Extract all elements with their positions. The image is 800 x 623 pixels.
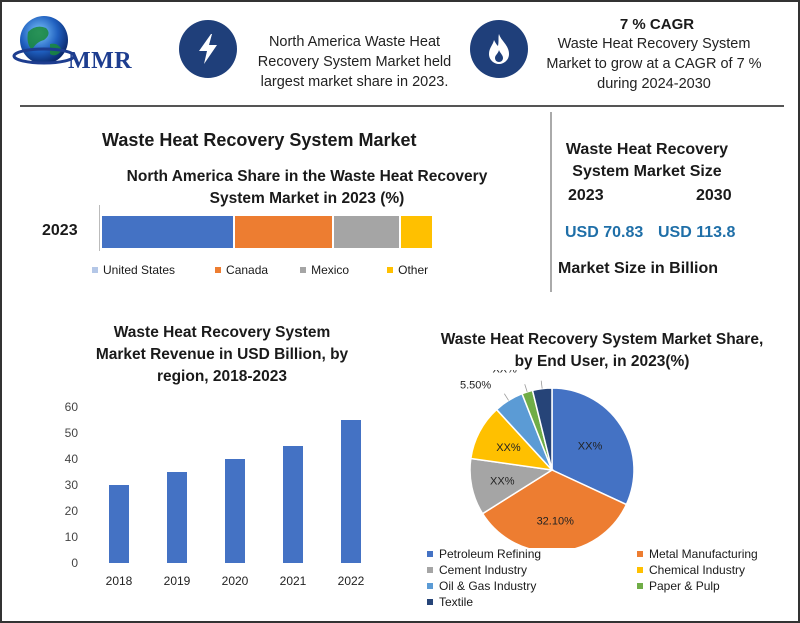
legend-swatch (92, 267, 98, 273)
pie-legend-item-textile: Textile (427, 595, 473, 609)
legend-swatch (637, 583, 643, 589)
market-size-year-2023: 2023 (568, 187, 604, 204)
legend-label: Other (398, 263, 429, 277)
share-legend: United States Canada Mexico Other (92, 263, 492, 277)
pie-label-cement-industry: XX% (490, 476, 515, 488)
x-tick-label: 2020 (222, 574, 249, 588)
legend-swatch (427, 583, 433, 589)
legend-label: Paper & Pulp (649, 579, 720, 593)
share-year-label: 2023 (42, 222, 78, 239)
y-tick-label: 50 (65, 426, 79, 440)
revenue-bar-2022 (341, 420, 361, 563)
market-size-year-2030: 2030 (696, 187, 732, 204)
y-tick-label: 10 (65, 530, 79, 544)
y-tick-label: 60 (65, 400, 79, 414)
revenue-bar-chart: 0 10 20 30 40 50 60 2018 2019 2020 2021 2022 (65, 400, 365, 588)
legend-label: Petroleum Refining (439, 547, 542, 561)
market-size-unit: Market Size in Billion (558, 260, 719, 277)
market-size-title: Waste Heat Recovery System Market Size (565, 141, 729, 180)
pie-slice-metal-manufacturing (481, 469, 628, 548)
globe-icon (12, 16, 76, 65)
y-tick-label: 0 (71, 556, 78, 570)
legend-swatch (637, 567, 643, 573)
pie-label-chemical-industry: XX% (496, 442, 521, 454)
x-tick-label: 2022 (338, 574, 365, 588)
pie-leader-line (503, 393, 509, 401)
revenue-bar-2021 (283, 446, 303, 563)
lightning-icon (179, 20, 237, 78)
pie-legend-item-cement-industry: Cement Industry (427, 563, 527, 577)
legend-swatch (300, 267, 307, 273)
legend-swatch (427, 551, 433, 557)
pie-legend-item-metal-manufacturing: Metal Manufacturing (637, 547, 758, 561)
x-tick-label: 2018 (106, 574, 133, 588)
legend-label: Metal Manufacturing (649, 547, 758, 561)
legend-swatch (387, 267, 394, 273)
logo-text: MMR (68, 48, 133, 74)
north-america-share-text: North America Waste Heat Recovery System… (257, 34, 452, 90)
market-size-value-2023: USD 70.83 (565, 224, 644, 241)
pie-label-paper-pulp: XX% (492, 370, 517, 376)
share-bar-united-states (102, 216, 233, 248)
pie-legend-item-paper-pulp: Paper & Pulp (637, 579, 720, 593)
legend-swatch (427, 599, 433, 605)
share-bar-other (400, 216, 432, 248)
revenue-bar-2019 (167, 472, 187, 563)
share-chart-title: North America Share in the Waste Heat Re… (126, 168, 488, 207)
legend-label: Canada (226, 263, 269, 277)
cagr-text: Waste Heat Recovery System Market to gro… (546, 36, 762, 92)
pie-slice-petroleum-refining (551, 387, 635, 506)
y-tick-label: 40 (65, 452, 79, 466)
pie-legend-item-oil-gas-industry: Oil & Gas Industry (427, 579, 536, 593)
pie-label-petroleum-refining: XX% (578, 441, 603, 453)
cagr-title: 7 % CAGR (619, 16, 695, 33)
legend-label: Textile (439, 595, 474, 609)
legend-swatch (215, 267, 222, 273)
legend-label: Oil & Gas Industry (439, 579, 537, 593)
revenue-chart-title: Waste Heat Recovery System Market Revenu… (95, 324, 349, 385)
revenue-bar-2018 (109, 485, 129, 563)
section-divider (550, 112, 552, 292)
y-tick-label: 30 (65, 478, 79, 492)
pie-label-oil-gas-industry: 5.50% (460, 380, 491, 392)
x-tick-label: 2019 (164, 574, 191, 588)
market-size-value-2030: USD 113.8 (658, 224, 736, 241)
share-bar-canada (234, 216, 333, 248)
share-legend-item-canada: Canada (215, 263, 268, 277)
legend-label: Mexico (311, 263, 350, 277)
share-legend-item-mexico: Mexico (300, 263, 349, 277)
share-axis (99, 205, 100, 251)
share-legend-item-other: Other (387, 263, 428, 277)
pie-legend-item-petroleum-refining: Petroleum Refining (427, 547, 541, 561)
pie-leader-line (540, 380, 543, 389)
share-legend-item-united-states: United States (92, 263, 175, 277)
pie-label-textile: 3.60% (525, 370, 556, 372)
pie-legend-item-chemical-industry: Chemical Industry (637, 563, 745, 577)
end-user-chart-title: Waste Heat Recovery System Market Share,… (440, 331, 764, 370)
revenue-bar-2020 (225, 459, 245, 563)
flame-icon (470, 20, 528, 78)
end-user-pie-chart: XX%32.10%XX%XX%5.50%XX%3.60% (460, 370, 635, 548)
x-tick-label: 2021 (280, 574, 307, 588)
pie-label-metal-manufacturing: 32.10% (537, 516, 575, 528)
share-bar-mexico (334, 216, 399, 248)
mmr-logo: MMR (10, 12, 150, 82)
header-divider (20, 105, 784, 107)
legend-label: Cement Industry (439, 563, 528, 577)
legend-label: Chemical Industry (649, 563, 746, 577)
legend-swatch (637, 551, 643, 557)
legend-swatch (427, 567, 433, 573)
pie-leader-line (524, 384, 528, 392)
legend-label: United States (103, 263, 176, 277)
market-title: Waste Heat Recovery System Market (102, 130, 417, 150)
y-tick-label: 20 (65, 504, 79, 518)
